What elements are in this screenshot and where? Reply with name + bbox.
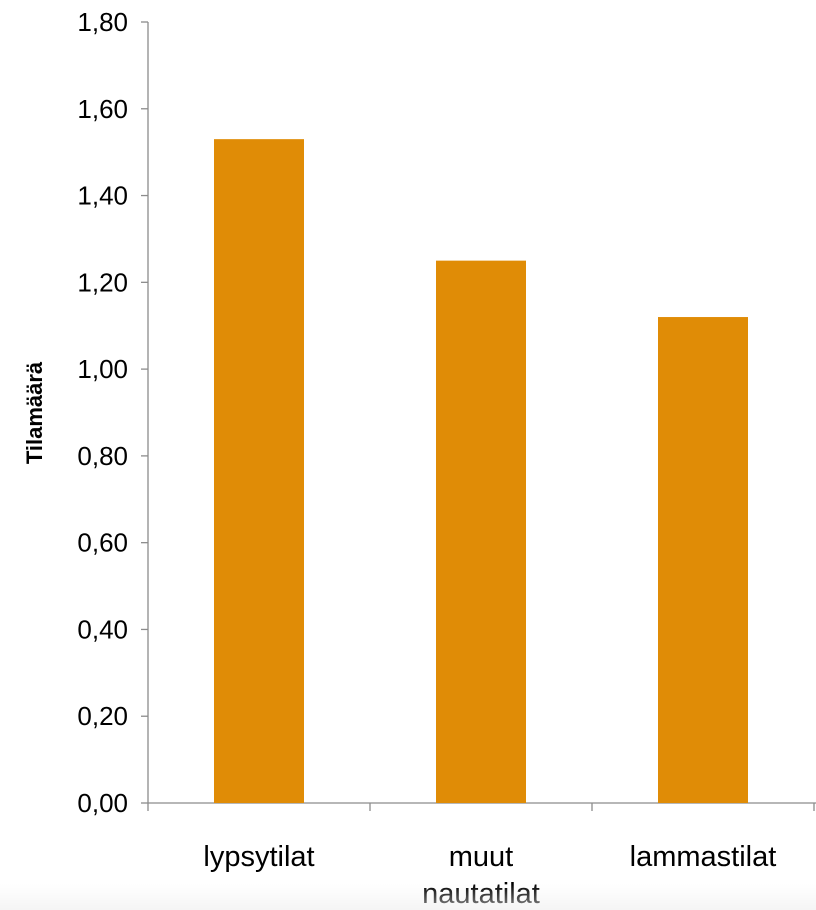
- y-tick-label: 1,00: [77, 354, 128, 384]
- y-tick-label: 0,00: [77, 788, 128, 818]
- bar-muut-nautatilat: [436, 260, 526, 803]
- bar-lypsytilat: [214, 139, 304, 803]
- y-tick-label: 0,40: [77, 614, 128, 644]
- y-tick-label: 1,80: [77, 7, 128, 37]
- y-tick-label: 0,20: [77, 701, 128, 731]
- y-tick-label: 1,20: [77, 267, 128, 297]
- y-axis: 0,00 0,20 0,40 0,60 0,80 1,00 1,20 1,40 1,60 1,80: [77, 7, 149, 818]
- y-tick-label: 1,40: [77, 181, 128, 211]
- y-axis-title: Tilamäärä: [22, 361, 47, 464]
- bottom-fade: [0, 884, 816, 910]
- y-tick-label: 0,60: [77, 528, 128, 558]
- x-tick-label: lammastilat: [630, 841, 777, 873]
- bars: [214, 139, 748, 803]
- bar-lammastilat: [658, 317, 748, 803]
- y-tick-label: 1,60: [77, 94, 128, 124]
- y-tick-label: 0,80: [77, 441, 128, 471]
- x-tick-label: lypsytilat: [203, 841, 314, 873]
